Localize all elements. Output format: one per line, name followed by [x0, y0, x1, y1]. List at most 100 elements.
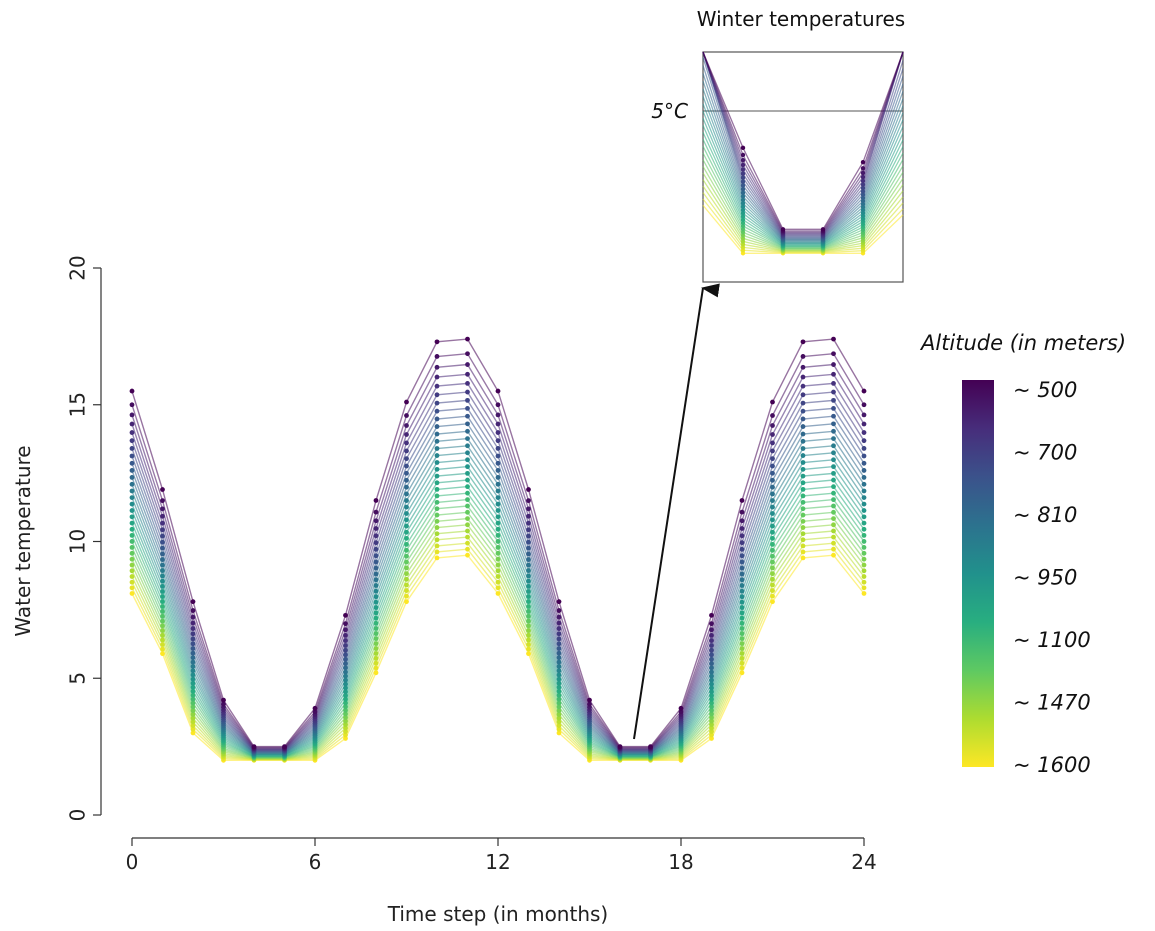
data-point — [160, 594, 165, 599]
data-point — [526, 562, 531, 568]
data-point — [770, 599, 775, 605]
data-point — [343, 673, 348, 679]
data-point — [343, 704, 348, 710]
data-point — [343, 711, 348, 717]
data-point — [831, 470, 836, 476]
data-point — [526, 520, 531, 526]
data-point — [678, 705, 684, 711]
data-point — [861, 526, 867, 532]
data-point — [739, 646, 745, 651]
data-point — [190, 700, 196, 706]
inset-series-line — [702, 198, 904, 254]
data-point — [190, 688, 196, 694]
data-point — [831, 509, 836, 515]
data-point — [129, 481, 135, 487]
data-point — [709, 732, 714, 738]
data-point — [770, 484, 775, 490]
data-point — [861, 591, 867, 596]
inset-data-point — [740, 239, 746, 244]
data-point — [831, 397, 836, 403]
data-point — [129, 550, 135, 556]
data-point — [861, 412, 867, 418]
inset-data-point — [740, 230, 746, 235]
data-point — [404, 491, 409, 497]
data-point — [465, 522, 470, 528]
data-point — [861, 488, 867, 494]
data-point — [129, 430, 135, 435]
data-point — [709, 708, 714, 713]
inset-data-point — [740, 194, 746, 199]
data-point — [160, 539, 165, 545]
inset-lines — [702, 51, 904, 254]
data-point — [495, 388, 501, 394]
data-point — [556, 620, 562, 626]
data-point — [373, 665, 379, 671]
inset-series-line — [702, 51, 904, 236]
data-point — [434, 525, 440, 530]
data-point — [556, 614, 562, 620]
data-point — [709, 652, 714, 658]
data-point — [343, 736, 348, 741]
data-point — [465, 470, 470, 476]
data-point — [343, 689, 348, 695]
data-point — [190, 650, 196, 656]
data-point — [160, 623, 165, 629]
data-point — [770, 456, 775, 462]
inset-reference-label: 5°C — [651, 99, 688, 123]
data-point — [495, 574, 501, 579]
data-point — [861, 438, 867, 444]
inset-series-line — [702, 51, 904, 238]
data-point — [678, 709, 684, 715]
x-axis-title: Time step (in months) — [387, 902, 608, 926]
data-point — [770, 477, 775, 483]
data-point — [190, 641, 196, 647]
data-point — [800, 537, 806, 543]
data-point — [739, 588, 745, 594]
inset-data-point — [740, 201, 746, 206]
data-point — [404, 565, 409, 571]
data-point — [465, 389, 470, 395]
data-point — [160, 604, 165, 609]
data-point — [800, 473, 806, 479]
data-point — [739, 615, 745, 621]
data-point — [160, 628, 165, 633]
data-point — [129, 488, 135, 494]
data-point — [709, 673, 714, 679]
data-point — [495, 532, 501, 538]
data-point — [526, 646, 531, 652]
data-point — [739, 571, 745, 577]
data-point — [465, 406, 470, 411]
data-point — [434, 383, 440, 389]
inset-data-point — [740, 227, 746, 232]
data-point — [160, 573, 165, 579]
inset-series-line — [702, 110, 904, 245]
inset-data-point — [740, 183, 746, 188]
data-point — [739, 620, 745, 626]
data-point — [129, 412, 135, 418]
data-point — [160, 562, 165, 568]
inset-data-point — [740, 179, 746, 184]
data-point — [434, 466, 440, 472]
data-point — [404, 576, 409, 582]
data-point — [160, 520, 165, 526]
legend-title: Altitude (in meters) — [919, 331, 1126, 355]
inset-data-point — [860, 160, 866, 165]
data-point — [190, 684, 196, 690]
axes: 0 5 10 15 20 0 6 12 18 24 Water temperature Time… — [11, 255, 877, 926]
inset-series-line — [702, 96, 904, 243]
data-point — [312, 709, 318, 715]
legend-label: ~ 950 — [1013, 566, 1077, 590]
data-point — [831, 522, 836, 528]
data-point — [465, 528, 470, 534]
data-point — [129, 446, 135, 451]
data-point — [556, 696, 562, 702]
inset-data-point — [860, 201, 866, 207]
inset-data-point — [860, 166, 866, 171]
data-point — [770, 571, 775, 577]
legend-label: ~ 1100 — [1013, 628, 1091, 652]
data-point — [861, 568, 867, 574]
data-point — [800, 555, 806, 561]
data-point — [861, 508, 867, 513]
data-point — [770, 535, 775, 541]
data-point — [739, 626, 745, 631]
